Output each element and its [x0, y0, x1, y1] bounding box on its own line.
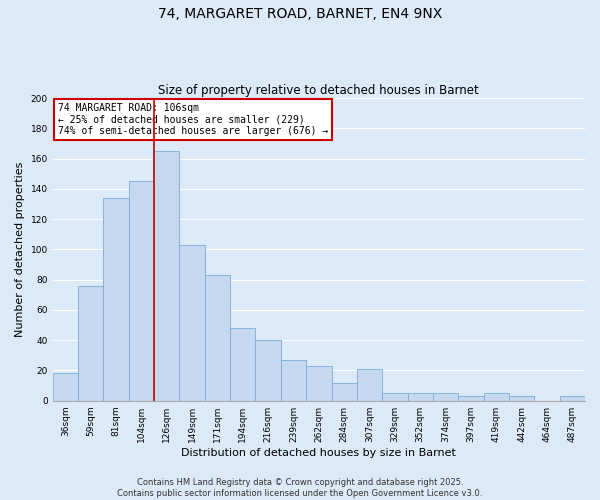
Text: 74 MARGARET ROAD: 106sqm
← 25% of detached houses are smaller (229)
74% of semi-: 74 MARGARET ROAD: 106sqm ← 25% of detach…: [58, 102, 328, 136]
Bar: [205, 275, 230, 400]
Bar: [53, 374, 78, 400]
Title: Size of property relative to detached houses in Barnet: Size of property relative to detached ho…: [158, 84, 479, 97]
Bar: [509, 396, 535, 400]
Bar: [103, 198, 129, 400]
Bar: [433, 393, 458, 400]
Bar: [484, 393, 509, 400]
Bar: [230, 328, 256, 400]
Bar: [78, 286, 103, 401]
Bar: [332, 382, 357, 400]
Bar: [154, 151, 179, 400]
Text: 74, MARGARET ROAD, BARNET, EN4 9NX: 74, MARGARET ROAD, BARNET, EN4 9NX: [158, 8, 442, 22]
Y-axis label: Number of detached properties: Number of detached properties: [15, 162, 25, 337]
Bar: [560, 396, 585, 400]
X-axis label: Distribution of detached houses by size in Barnet: Distribution of detached houses by size …: [181, 448, 456, 458]
Bar: [306, 366, 332, 400]
Bar: [129, 182, 154, 400]
Bar: [407, 393, 433, 400]
Bar: [382, 393, 407, 400]
Bar: [256, 340, 281, 400]
Bar: [179, 245, 205, 400]
Bar: [458, 396, 484, 400]
Bar: [281, 360, 306, 401]
Bar: [357, 369, 382, 400]
Text: Contains HM Land Registry data © Crown copyright and database right 2025.
Contai: Contains HM Land Registry data © Crown c…: [118, 478, 482, 498]
